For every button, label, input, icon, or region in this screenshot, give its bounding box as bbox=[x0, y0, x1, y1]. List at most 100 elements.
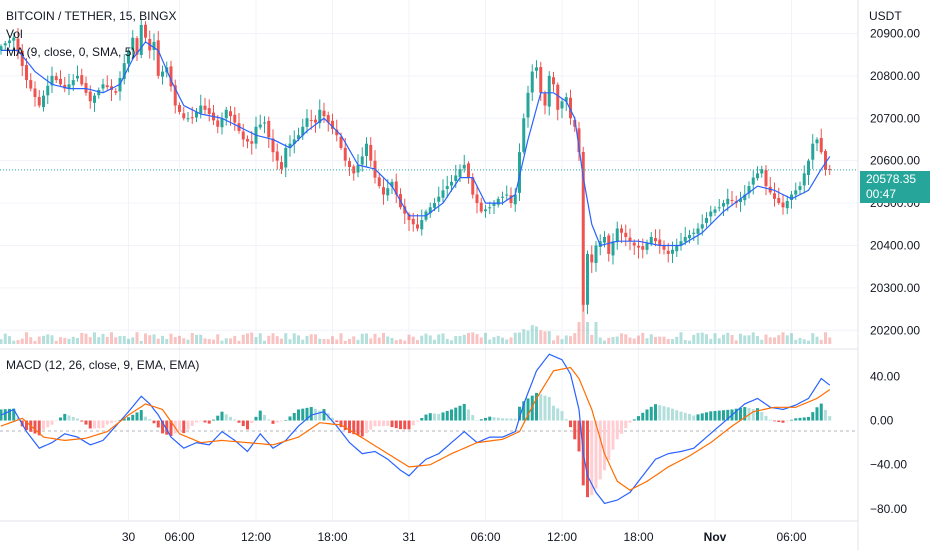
price-tick-label: 20800.00 bbox=[870, 69, 920, 83]
volume-bar bbox=[637, 335, 640, 344]
macd-histogram-bar bbox=[535, 392, 538, 421]
time-tick-label: 06:00 bbox=[470, 530, 500, 544]
volume-bar bbox=[790, 333, 793, 344]
volume-bar bbox=[564, 335, 568, 344]
volume-bar bbox=[326, 339, 330, 344]
volume-bar bbox=[275, 336, 279, 344]
macd-histogram-bar bbox=[258, 410, 262, 421]
macd-histogram-bar bbox=[433, 413, 436, 421]
volume-bar bbox=[131, 337, 135, 344]
macd-histogram-bar bbox=[301, 408, 305, 421]
candle-body bbox=[501, 196, 504, 198]
candle-body bbox=[683, 236, 687, 242]
candle-body bbox=[743, 194, 747, 201]
volume-bar bbox=[394, 340, 398, 344]
volume-bar bbox=[441, 333, 445, 344]
volume-bar bbox=[195, 334, 198, 344]
candle-body bbox=[54, 76, 58, 81]
volume-bar bbox=[773, 337, 776, 344]
candle-body bbox=[437, 196, 441, 202]
candle-body bbox=[365, 143, 368, 157]
volume-bar bbox=[411, 336, 415, 344]
macd-histogram-bar bbox=[828, 416, 832, 421]
macd-histogram-bar bbox=[67, 415, 71, 421]
volume-bar bbox=[649, 334, 653, 344]
volume-bar bbox=[488, 339, 492, 344]
candle-body bbox=[403, 206, 407, 214]
macd-histogram-bar bbox=[131, 414, 135, 421]
macd-histogram-bar bbox=[356, 420, 360, 436]
candle-body bbox=[322, 110, 326, 117]
ma-label: MA (9, close, 0, SMA, 5) bbox=[6, 45, 136, 59]
volume-bar bbox=[173, 336, 177, 344]
candle-body bbox=[390, 181, 394, 187]
macd-histogram-bar bbox=[229, 416, 232, 421]
volume-bar bbox=[705, 334, 708, 344]
macd-axis-ticks: 40.00 0.00 −40.00 −80.00 bbox=[870, 369, 907, 516]
volume-bar bbox=[479, 337, 483, 344]
volume-bar bbox=[709, 338, 713, 344]
macd-histogram-bar bbox=[139, 410, 143, 421]
candle-body bbox=[169, 66, 173, 87]
macd-histogram-bar bbox=[475, 420, 479, 422]
candle-body bbox=[46, 85, 50, 96]
last-price-tag: 20578.35 00:47 bbox=[860, 171, 930, 203]
candle-body bbox=[615, 228, 619, 243]
candle-body bbox=[114, 91, 118, 93]
volume-bar bbox=[250, 332, 254, 344]
volume-bar bbox=[25, 332, 28, 344]
candle-body bbox=[777, 198, 781, 204]
macd-histogram-bar bbox=[271, 420, 275, 424]
macd-histogram-bar bbox=[216, 415, 220, 421]
volume-bar bbox=[624, 334, 628, 344]
macd-histogram-bar bbox=[569, 420, 572, 428]
macd-histogram-bar bbox=[314, 408, 317, 421]
macd-histogram-bar bbox=[220, 411, 224, 421]
candle-body bbox=[679, 241, 683, 246]
candle-body bbox=[203, 105, 207, 110]
volume-bar bbox=[220, 340, 224, 344]
macd-histogram-bar bbox=[641, 412, 645, 421]
volume-bar bbox=[484, 332, 487, 344]
volume-bar bbox=[50, 335, 54, 344]
macd-histogram-bar bbox=[713, 410, 717, 421]
volume-bar bbox=[811, 333, 815, 344]
macd-histogram-bar bbox=[798, 417, 802, 421]
candle-body bbox=[93, 95, 96, 103]
macd-histogram-bar bbox=[518, 406, 521, 421]
volume-bar bbox=[496, 335, 500, 344]
candle-body bbox=[756, 173, 759, 179]
macd-histogram-bar bbox=[658, 405, 662, 421]
volume-bar bbox=[603, 340, 606, 344]
volume-bar bbox=[781, 332, 785, 344]
candle-body bbox=[552, 77, 555, 85]
volume-bar bbox=[654, 336, 657, 344]
time-tick-label: 18:00 bbox=[317, 530, 347, 544]
macd-histogram-bar bbox=[564, 419, 568, 421]
volume-bar bbox=[632, 338, 636, 344]
macd-histogram-bar bbox=[386, 420, 390, 427]
candle-body bbox=[407, 214, 411, 221]
candle-body bbox=[224, 109, 228, 119]
macd-histogram-bar bbox=[114, 420, 118, 422]
macd-histogram-bar bbox=[560, 411, 564, 421]
candle-body bbox=[8, 40, 11, 44]
volume-bar bbox=[369, 338, 373, 344]
macd-histogram-bar bbox=[781, 420, 785, 423]
macd-histogram-bar bbox=[16, 417, 20, 421]
ma-line bbox=[1, 41, 831, 247]
macd-histogram-bar bbox=[692, 415, 696, 421]
candle-body bbox=[751, 177, 755, 185]
volume-bar bbox=[318, 338, 322, 344]
candle-body bbox=[594, 245, 598, 263]
candle-body bbox=[80, 75, 84, 85]
volume-bar bbox=[335, 339, 339, 344]
candle-body bbox=[815, 139, 819, 144]
volume-bar bbox=[688, 340, 691, 344]
candle-body bbox=[475, 194, 479, 204]
macd-histogram-bar bbox=[768, 419, 772, 421]
macd-histogram-bar bbox=[390, 420, 394, 428]
macd-histogram-bar bbox=[501, 418, 504, 421]
candle-body bbox=[645, 243, 649, 250]
volume-bar bbox=[722, 334, 725, 344]
